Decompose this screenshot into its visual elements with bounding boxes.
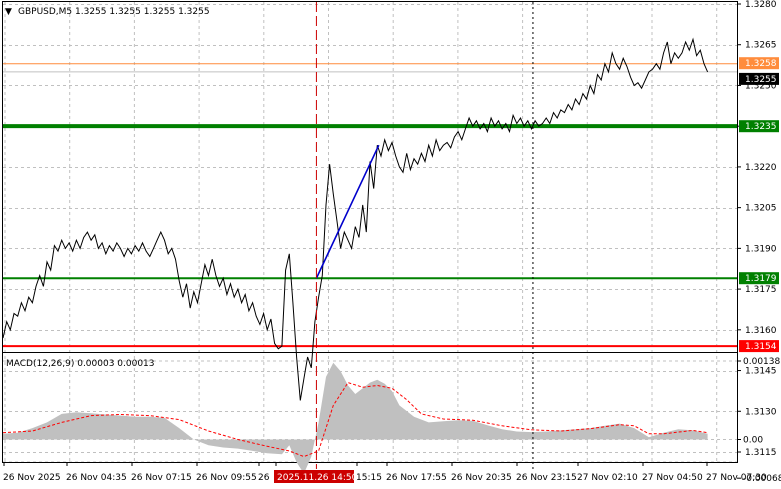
price-tag-label-ask: 1.3258 (745, 59, 777, 69)
price-tick-label: 1.3190 (745, 244, 777, 254)
price-line (2, 37, 709, 401)
time-marker-label: 2025.11.26 14:50 (277, 473, 358, 483)
price-tags: 1.3258 1.3255 1.3235 1.3179 1.3154 (739, 57, 779, 353)
price-tag-mid (739, 272, 779, 285)
price-tag-label-res: 1.3235 (745, 122, 777, 132)
macd-tick-label: 0.00138 (743, 357, 780, 367)
time-tick-label: 26 Nov 2025 (3, 473, 61, 483)
price-series (2, 37, 709, 401)
price-tag-label-sup: 1.3154 (745, 342, 777, 352)
price-tick-label: 1.3280 (745, 0, 777, 10)
time-tick-label: 27 Nov 02:10 (577, 473, 638, 483)
trend-line (315, 144, 380, 279)
time-tick-label: 26 (258, 473, 270, 483)
price-tick-label: 1.3205 (745, 204, 777, 214)
level-lines (3, 63, 737, 348)
price-tick-label: 1.3265 (745, 41, 777, 51)
price-tag-ask (739, 57, 779, 70)
price-tick-label: 1.3250 (745, 82, 777, 92)
macd-axis: 0.00138 0.00 -0.00068 (737, 357, 781, 484)
price-tick-label: 1.3130 (745, 407, 777, 417)
price-tick-label: 1.3115 (745, 448, 777, 458)
price-tag-label-bid: 1.3255 (745, 75, 777, 85)
macd-panel (2, 362, 708, 474)
time-tick-label: 27 Nov 07:30 (706, 473, 767, 483)
time-tick-label: 26 Nov 04:35 (66, 473, 127, 483)
price-tag-bid (739, 72, 779, 85)
time-tick-label: 15:15 (356, 473, 382, 483)
price-tick-label: 1.3160 (745, 326, 777, 336)
macd-tick-label: 0.00 (743, 436, 763, 446)
header-arrow-icon[interactable]: ▼ (5, 7, 12, 17)
time-tick-label: 27 Nov 04:50 (642, 473, 703, 483)
time-tick-label: 26 Nov 09:55 (196, 473, 257, 483)
macd-signal-line (2, 382, 708, 458)
time-tick-label: 26 Nov 20:35 (451, 473, 512, 483)
price-tick-label: 1.3145 (745, 367, 777, 377)
price-tag-res (739, 120, 779, 133)
macd-histogram (3, 362, 708, 474)
price-tick-label: 1.3175 (745, 285, 777, 295)
time-tick-label: 26 Nov 07:15 (131, 473, 192, 483)
time-axis: 26 Nov 2025 26 Nov 04:35 26 Nov 07:15 26 No… (3, 462, 767, 483)
price-tag-sup (739, 340, 779, 353)
grid (3, 2, 737, 463)
macd-tick-label: -0.00068 (743, 474, 781, 484)
time-tick-label: 26 Nov 23:15 (516, 473, 577, 483)
price-tag-label-mid: 1.3179 (745, 274, 777, 284)
price-tick-label: 1.3220 (745, 163, 777, 173)
chart-header: GBPUSD,M5 1.3255 1.3255 1.3255 1.3255 (18, 7, 210, 17)
price-panel-frame (2, 1, 738, 463)
macd-label: MACD(12,26,9) 0.00003 0.00013 (6, 359, 155, 369)
time-marker-badge (274, 470, 354, 483)
time-tick-label: 26 Nov 17:55 (386, 473, 447, 483)
overlays (315, 2, 534, 469)
